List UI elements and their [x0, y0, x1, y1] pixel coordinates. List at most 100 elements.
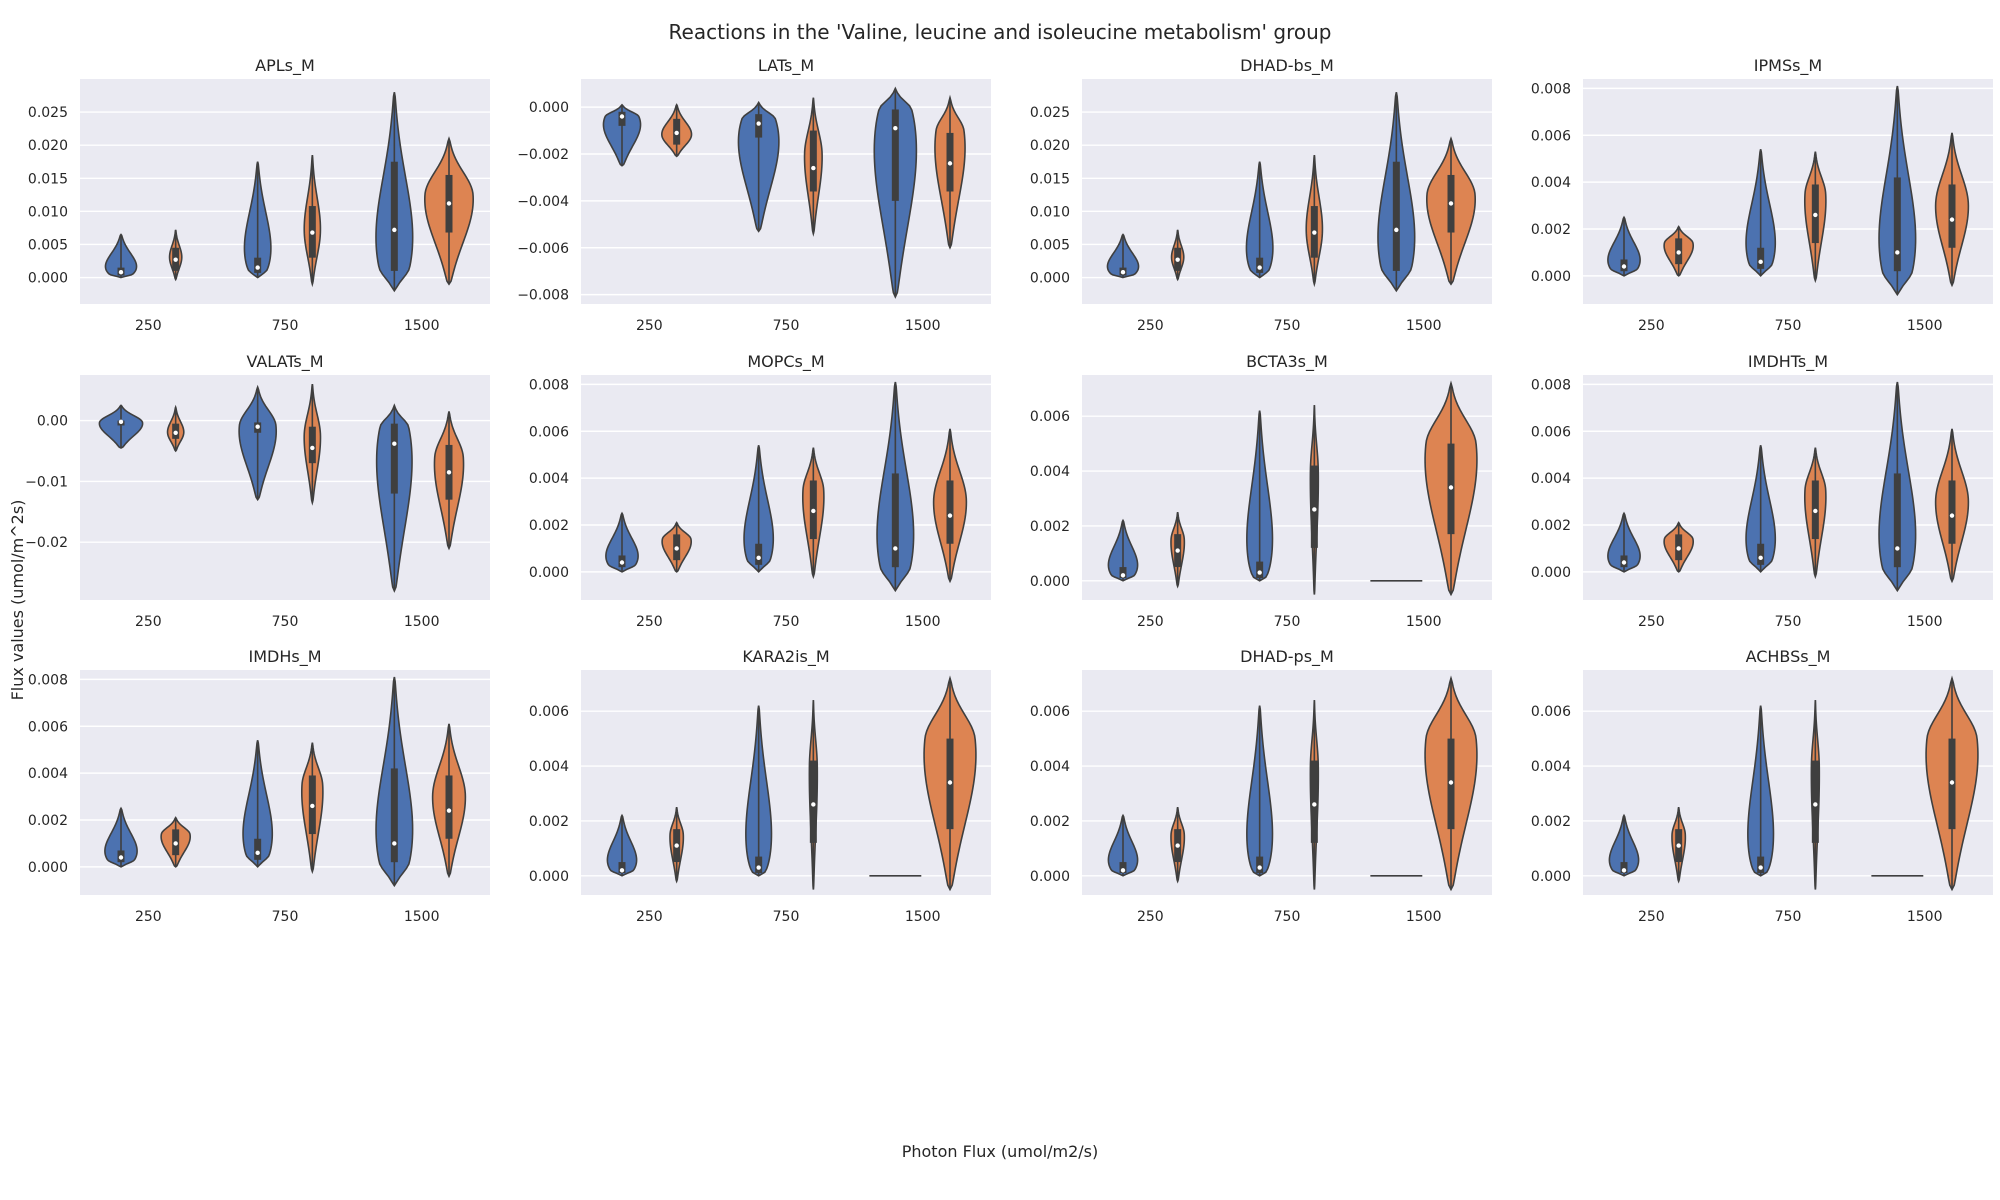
violin-median [1949, 780, 1955, 785]
violin-median [1895, 546, 1900, 551]
y-tick-label: 0.025 [28, 105, 68, 121]
y-tick-label: 0.008 [1531, 377, 1571, 393]
subplot-background [1583, 79, 1993, 304]
x-tick-label: 750 [1775, 614, 1802, 630]
x-tick-label: 750 [272, 318, 299, 334]
subplot-background [581, 375, 991, 600]
y-tick-label: −0.02 [25, 535, 68, 551]
x-tick-label: 250 [1137, 318, 1164, 334]
x-tick-label: 250 [1137, 614, 1164, 630]
subplot-ACHBSs_M: ACHBSs_M 0.000 0.002 0.004 0.006 250 750 1500 [1531, 647, 1993, 925]
y-tick-label: 0.000 [1531, 869, 1571, 885]
subplot-title: LATs_M [758, 56, 814, 76]
y-tick-label: 0.006 [28, 719, 68, 735]
violin-median [674, 546, 679, 551]
x-tick-label: 1500 [1406, 909, 1442, 925]
violin-median [1175, 843, 1180, 848]
violin-median [947, 780, 953, 785]
violin-median [1120, 868, 1126, 873]
y-tick-label: 0.000 [28, 271, 68, 287]
y-tick-label: 0.002 [1531, 814, 1571, 830]
violin-iqr-box [254, 257, 262, 273]
violin-median [1895, 250, 1900, 255]
y-tick-label: 0.00 [37, 414, 68, 430]
y-tick-label: 0.000 [529, 100, 569, 116]
subplot-title: VALATs_M [246, 352, 323, 372]
y-tick-label: −0.004 [517, 194, 569, 210]
violin-median [392, 227, 397, 233]
violin-median [255, 424, 260, 429]
y-tick-label: −0.01 [25, 474, 68, 490]
y-tick-label: 0.020 [28, 138, 68, 154]
violin-iqr-box [1256, 561, 1264, 579]
violin-median [1676, 843, 1681, 848]
violin-iqr-box [1392, 161, 1400, 271]
subplot-KARA2is_M: KARA2is_M 0.000 0.002 0.004 0.006 250 750 1500 [529, 647, 991, 925]
violin-median [756, 121, 761, 126]
y-tick-label: 0.006 [1531, 424, 1571, 440]
violin-iqr-box [891, 473, 899, 568]
y-tick-label: 0.004 [28, 766, 68, 782]
x-tick-label: 750 [272, 614, 299, 630]
subplot-background [1082, 375, 1492, 600]
violin-iqr-box [755, 856, 763, 874]
y-tick-label: 0.015 [28, 171, 68, 187]
y-tick-label: 0.000 [529, 869, 569, 885]
subplot-title: IMDHTs_M [1748, 352, 1828, 372]
y-tick-label: 0.002 [1531, 222, 1571, 238]
violin-iqr-box [390, 161, 398, 271]
violin-iqr-box [1948, 480, 1956, 544]
violin-iqr-box [1119, 862, 1127, 874]
x-tick-label: 1500 [905, 318, 941, 334]
violin-iqr-box [1256, 257, 1264, 273]
violin-iqr-box [1119, 567, 1127, 579]
subplot-background [80, 670, 490, 895]
x-tick-label: 1500 [1406, 318, 1442, 334]
subplot-title: IPMSs_M [1754, 56, 1822, 76]
y-tick-label: 0.002 [1030, 519, 1070, 535]
violin-median [1312, 507, 1317, 512]
subplot-MOPCs_M: MOPCs_M 0.000 0.002 0.004 0.006 0.008 250 750 15… [529, 352, 991, 630]
y-tick-label: 0.000 [1531, 269, 1571, 285]
violin-iqr-box [1811, 760, 1819, 843]
violin-median [619, 868, 625, 873]
violin-median [446, 470, 452, 475]
violin-iqr-box [618, 862, 626, 874]
subplot-title: DHAD-ps_M [1240, 647, 1334, 667]
y-tick-label: 0.002 [28, 813, 68, 829]
violin-iqr-box [445, 775, 453, 839]
violin-median [674, 130, 679, 136]
y-tick-label: 0.004 [1030, 759, 1070, 775]
y-tick-label: 0.000 [28, 860, 68, 876]
violin-iqr-box [891, 109, 899, 201]
violin-median [1120, 270, 1126, 275]
x-tick-label: 250 [1137, 909, 1164, 925]
x-tick-label: 750 [1274, 318, 1301, 334]
y-tick-label: 0.004 [1531, 471, 1571, 487]
y-tick-label: 0.006 [529, 424, 569, 440]
violin-median [1394, 227, 1399, 233]
subplot-background [1583, 670, 1993, 895]
subplot-IMDHTs_M: IMDHTs_M 0.000 0.002 0.004 0.006 0.008 250 750 1… [1531, 352, 1993, 630]
violin-median [1621, 868, 1627, 873]
violin-iqr-box [1948, 184, 1956, 248]
y-tick-label: 0.000 [1531, 565, 1571, 581]
x-tick-label: 1500 [1907, 909, 1943, 925]
violin-median [1676, 546, 1681, 551]
violin-median [1448, 485, 1454, 490]
x-tick-label: 1500 [905, 909, 941, 925]
x-tick-label: 750 [1274, 614, 1301, 630]
subplot-DHAD-bs_M: DHAD-bs_M 0.000 0.005 0.010 0.015 0.020 0.025 2… [1030, 56, 1492, 334]
violin-median [947, 161, 953, 166]
violin-iqr-box [618, 111, 626, 126]
subplot-background [80, 375, 490, 600]
figure-x-axis-label: Photon Flux (umol/m2/s) [901, 1142, 1099, 1161]
x-tick-label: 750 [773, 909, 800, 925]
y-tick-label: 0.008 [529, 377, 569, 393]
y-tick-label: 0.008 [1531, 81, 1571, 97]
y-tick-label: 0.006 [1030, 704, 1070, 720]
x-tick-label: 750 [1274, 909, 1301, 925]
subplot-title: BCTA3s_M [1246, 352, 1328, 372]
violin-median [173, 841, 178, 846]
subplot-VALATs_M: VALATs_M −0.02 −0.01 0.00 250 750 1500 [25, 352, 490, 630]
